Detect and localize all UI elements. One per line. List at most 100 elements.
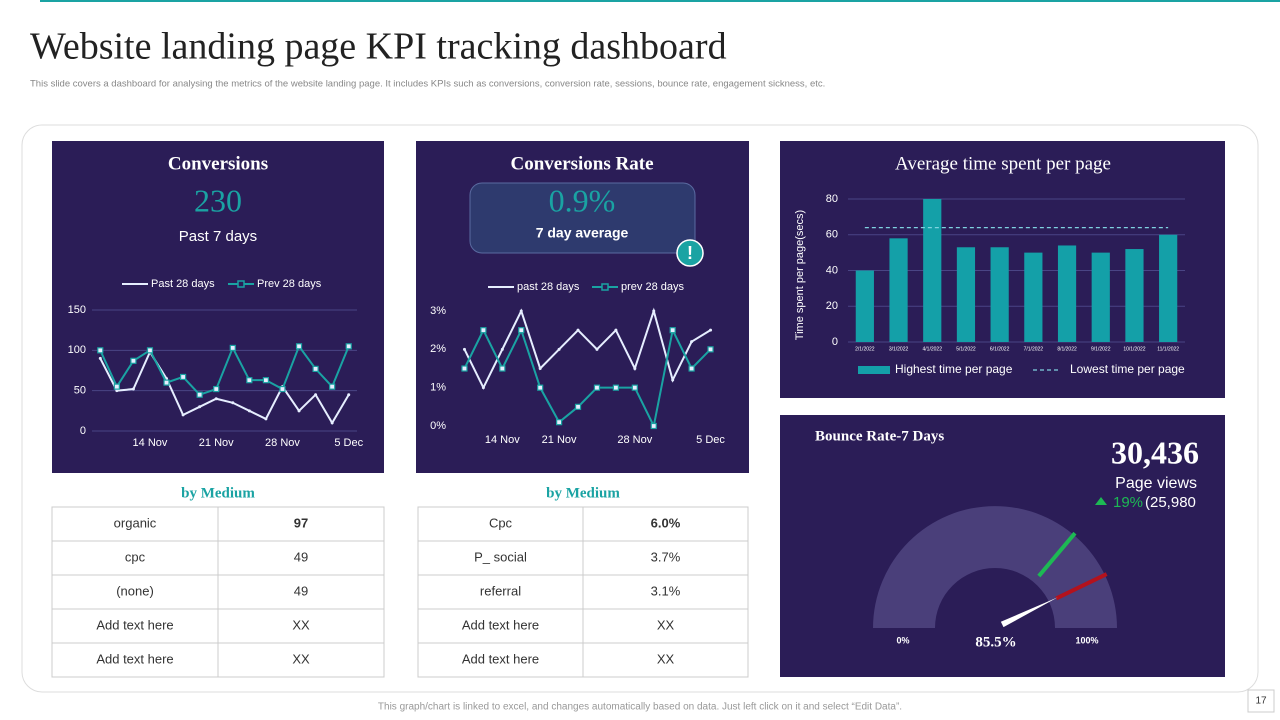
- y-tick-label: 40: [826, 264, 838, 276]
- page-subtitle: This slide covers a dashboard for analys…: [30, 79, 825, 90]
- point: [671, 378, 675, 382]
- point: [297, 409, 301, 413]
- x-tick-label: 7/1/2022: [1024, 346, 1044, 352]
- bar: [1091, 252, 1110, 342]
- point: [347, 393, 351, 397]
- legend-label: prev 28 days: [621, 281, 684, 293]
- chart-title: Bounce Rate-7 Days: [815, 428, 944, 444]
- point: [196, 391, 203, 398]
- point: [709, 328, 713, 332]
- point: [279, 385, 286, 393]
- kpi-box: [469, 182, 696, 254]
- table-cell: [217, 540, 385, 576]
- kpi-change: 19%: [1113, 494, 1143, 511]
- table-cell: [582, 574, 749, 610]
- point: [97, 347, 104, 354]
- point: [499, 365, 506, 372]
- point: [557, 347, 561, 351]
- bar: [1024, 252, 1043, 342]
- point: [130, 357, 137, 364]
- gauge-tick-label: 100%: [1075, 635, 1098, 645]
- gauge-needle: [1000, 597, 1058, 628]
- table-text: 49: [294, 549, 308, 564]
- point: [612, 384, 619, 391]
- point: [518, 327, 525, 334]
- point: [264, 417, 268, 421]
- point: [330, 421, 334, 425]
- table-cell: [51, 506, 219, 542]
- point: [262, 377, 270, 384]
- up-arrow: [1095, 497, 1107, 505]
- kpi-previous: (25,980: [1145, 494, 1196, 511]
- gauge-target: [1055, 572, 1108, 601]
- table-cell: [217, 574, 385, 610]
- point: [295, 343, 303, 350]
- chart-title: Average time spent per page: [895, 153, 1111, 174]
- page-title: Website landing page KPI tracking dashbo…: [30, 26, 727, 68]
- point: [690, 340, 694, 344]
- point: [633, 367, 637, 370]
- point: [461, 365, 468, 372]
- alert-text: !: [687, 243, 693, 263]
- point: [650, 422, 657, 430]
- table-cell: [417, 642, 584, 678]
- point: [98, 356, 102, 360]
- point: [213, 385, 220, 393]
- x-tick-label: 28 Nov: [617, 434, 652, 446]
- bar: [855, 270, 874, 342]
- point: [179, 373, 187, 381]
- kpi-value: 30,436: [1111, 434, 1199, 470]
- table-text: 97: [294, 515, 308, 530]
- table-text: Add text here: [462, 617, 539, 632]
- y-tick-label: 100: [68, 344, 86, 356]
- point: [500, 347, 504, 351]
- line-series: [463, 307, 712, 390]
- point: [631, 384, 638, 391]
- x-tick-label: 6/1/2022: [990, 346, 1010, 352]
- x-tick-label: 4/1/2022: [923, 346, 943, 352]
- x-tick-label: 8/1/2022: [1057, 346, 1077, 352]
- y-tick-label: 20: [826, 300, 838, 312]
- point: [669, 327, 676, 334]
- x-tick-label: 3/1/2022: [889, 346, 909, 352]
- legend-label: Highest time per page: [895, 362, 1013, 376]
- y-tick-label: 1%: [430, 382, 446, 394]
- y-tick-label: 0: [832, 336, 838, 348]
- legend-label: Lowest time per page: [1070, 362, 1185, 376]
- y-axis-label: Time spent per page(secs): [794, 210, 806, 340]
- x-tick-label: 5 Dec: [696, 434, 725, 446]
- table-cell: [582, 608, 749, 644]
- y-tick-label: 3%: [430, 305, 446, 317]
- x-tick-label: 28 Nov: [265, 437, 300, 449]
- table-title: by Medium: [181, 485, 255, 501]
- legend-swatch: [858, 366, 890, 374]
- point: [707, 346, 714, 353]
- table-text: organic: [114, 515, 157, 530]
- x-tick-label: 5/1/2022: [956, 346, 976, 352]
- page-number: 17: [1255, 696, 1267, 707]
- table-cell: [51, 608, 219, 644]
- point: [593, 384, 601, 391]
- point: [113, 383, 120, 390]
- x-tick-label: 11/1/2022: [1157, 346, 1179, 352]
- kpi-title: Conversions: [168, 153, 268, 174]
- point: [214, 397, 218, 401]
- line-series: [463, 327, 712, 430]
- y-tick-label: 80: [826, 193, 838, 205]
- legend-marker: [601, 283, 609, 291]
- table-cell: [51, 642, 219, 678]
- y-tick-label: 50: [74, 385, 86, 397]
- point: [538, 367, 542, 370]
- table-text: Add text here: [96, 651, 173, 666]
- x-tick-label: 14 Nov: [485, 434, 520, 446]
- table-cell: [217, 608, 385, 644]
- point: [198, 405, 202, 409]
- table-text: 3.1%: [651, 583, 681, 598]
- kpi-caption: Page views: [1115, 475, 1197, 492]
- x-tick-label: 14 Nov: [133, 437, 168, 449]
- table-text: Add text here: [462, 651, 539, 666]
- point: [537, 384, 544, 391]
- point: [576, 328, 580, 332]
